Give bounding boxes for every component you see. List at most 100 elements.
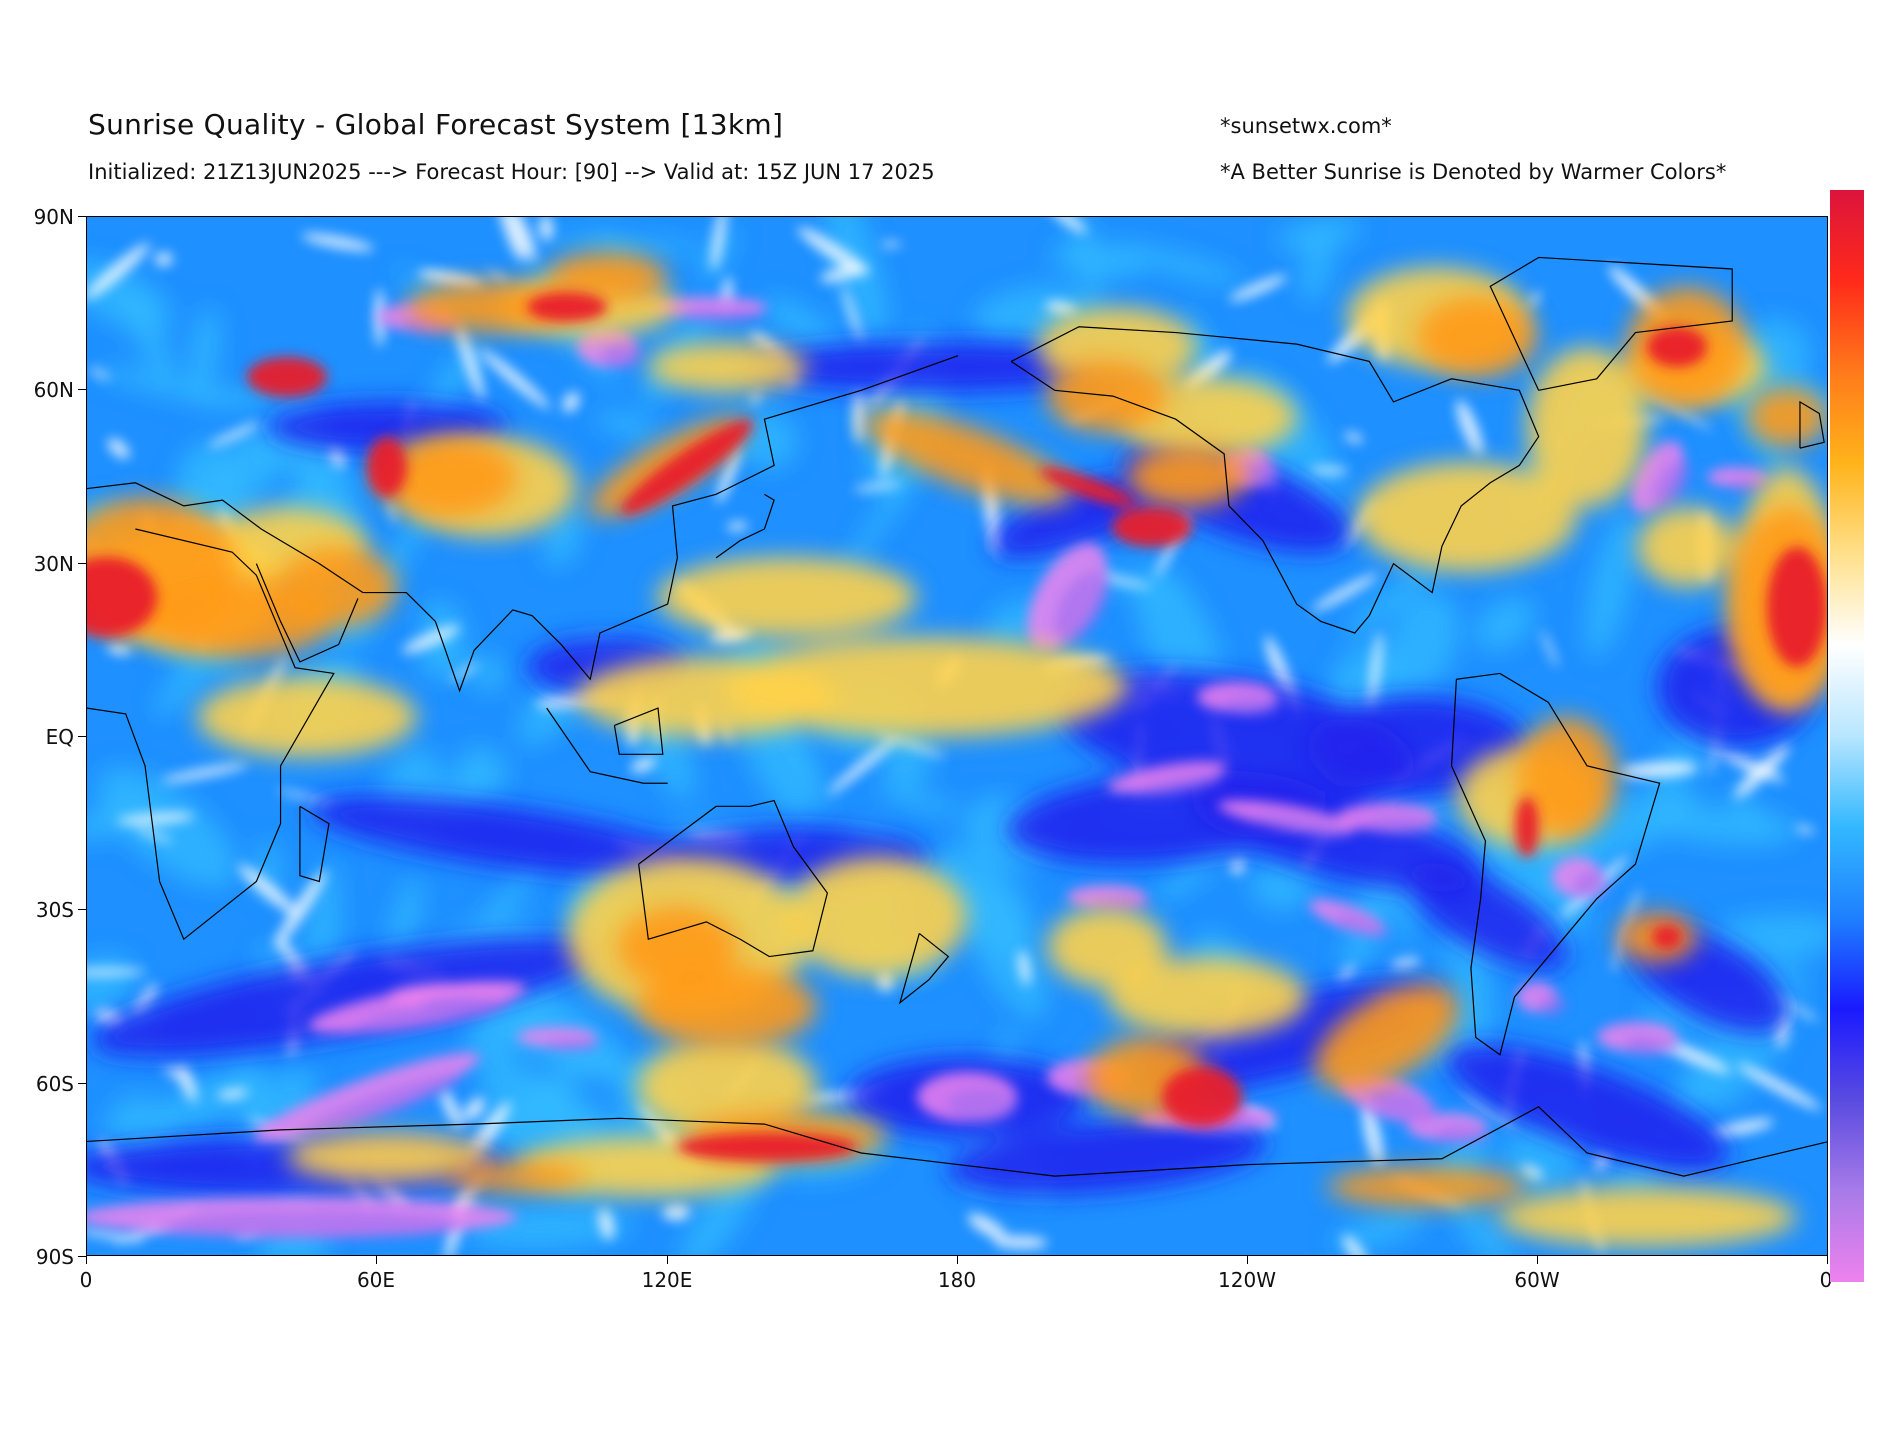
weather-blob (711, 217, 727, 272)
lat-tick (78, 563, 86, 564)
weather-blob (367, 437, 407, 497)
weather-blob (1311, 573, 1379, 612)
weather-blob (1335, 912, 1389, 938)
coastline (1010, 326, 1540, 634)
weather-blob (617, 907, 737, 987)
weather-blob (1390, 957, 1421, 969)
map-subtitle: Initialized: 21Z13JUN2025 ---> Forecast … (88, 160, 935, 184)
lat-tick (78, 389, 86, 390)
coastline (898, 932, 950, 1005)
weather-blob (876, 784, 960, 815)
weather-blob (1047, 362, 1167, 432)
weather-blob (828, 737, 897, 795)
weather-blob (1520, 1165, 1544, 1180)
weather-blob (1331, 1209, 1427, 1252)
weather-blob (873, 730, 946, 758)
weather-blob (1345, 564, 1436, 637)
weather-blob (116, 812, 195, 825)
weather-blob (1594, 1152, 1610, 1170)
weather-blob (763, 296, 849, 360)
weather-blob (447, 1162, 587, 1192)
weather-blob (1357, 462, 1577, 572)
weather-blob (1517, 717, 1617, 837)
lat-label-eq: EQ (45, 725, 74, 749)
weather-blob (1112, 507, 1192, 547)
weather-blob (377, 437, 517, 517)
weather-blob (1653, 459, 1691, 511)
weather-blob (133, 983, 159, 1018)
weather-blob (542, 507, 585, 567)
weather-blob (1045, 217, 1087, 234)
weather-blob (881, 241, 902, 248)
lon-tick (1827, 1256, 1828, 1264)
weather-blob (853, 482, 903, 492)
lon-label-60w: 60W (1514, 1268, 1560, 1292)
lat-tick (78, 216, 86, 217)
lat-label-90n: 90N (33, 205, 74, 229)
weather-blob (947, 1119, 1267, 1195)
weather-blob (662, 1204, 690, 1221)
weather-blob (1039, 467, 1135, 507)
weather-blob (1710, 1118, 1774, 1137)
weather-blob (177, 1062, 197, 1102)
weather-blob (208, 422, 262, 448)
lon-label-60e: 60E (356, 1268, 396, 1292)
weather-blob (657, 557, 917, 637)
lon-tick (1537, 1256, 1538, 1264)
weather-blob (842, 285, 864, 346)
coastline (299, 805, 330, 883)
weather-blob (440, 1087, 463, 1130)
lat-tick (78, 736, 86, 737)
weather-blob (630, 757, 657, 773)
weather-blob (787, 857, 967, 977)
forecast-map (87, 217, 1827, 1255)
weather-blob (1447, 1190, 1518, 1255)
weather-blob (1417, 297, 1537, 377)
weather-blob (1585, 512, 1636, 658)
coastline (715, 493, 775, 559)
coastline (1799, 400, 1825, 449)
weather-blob (598, 1207, 614, 1241)
weather-blob (1327, 1167, 1527, 1207)
weather-blob (472, 856, 546, 939)
coastline (1450, 672, 1661, 1056)
coastlines (87, 256, 1827, 1177)
weather-blob (1250, 857, 1315, 910)
lon-tick (86, 1256, 87, 1264)
weather-blob (1140, 773, 1224, 797)
map-area[interactable] (86, 216, 1828, 1256)
lat-tick (78, 1083, 86, 1084)
weather-blob (87, 259, 172, 331)
lat-label-30n: 30N (33, 552, 74, 576)
lon-label-120w: 120W (1218, 1268, 1276, 1292)
weather-blob (1736, 1063, 1822, 1110)
coastline (87, 1106, 1827, 1177)
weather-blob (509, 217, 537, 263)
weather-blob (1127, 447, 1247, 507)
weather-blob (217, 1088, 249, 1099)
weather-blob (1747, 387, 1827, 447)
weather-blob (1434, 1125, 1490, 1145)
site-credit: *sunsetwx.com* (1220, 114, 1392, 138)
weather-blob (301, 233, 374, 251)
weather-blob (1300, 226, 1335, 303)
weather-blob (1162, 1067, 1242, 1127)
weather-blob (1794, 825, 1816, 834)
lat-label-60n: 60N (33, 378, 74, 402)
weather-blob (547, 235, 705, 256)
coastline (1489, 256, 1733, 391)
weather-blob (277, 547, 397, 627)
lon-label-0: 0 (79, 1268, 93, 1292)
weather-blob (1541, 629, 1559, 668)
weather-blob (1107, 957, 1307, 1037)
lon-label-120e: 120E (641, 1268, 693, 1292)
weather-blob (544, 1038, 600, 1052)
weather-blob (562, 391, 580, 413)
weather-blob (680, 308, 764, 322)
weather-blob (197, 677, 417, 757)
red-layer (87, 292, 1827, 1161)
coastline (546, 707, 668, 784)
weather-blob (967, 1213, 1007, 1240)
weather-blob (1630, 440, 1684, 514)
weather-blob (199, 423, 289, 525)
